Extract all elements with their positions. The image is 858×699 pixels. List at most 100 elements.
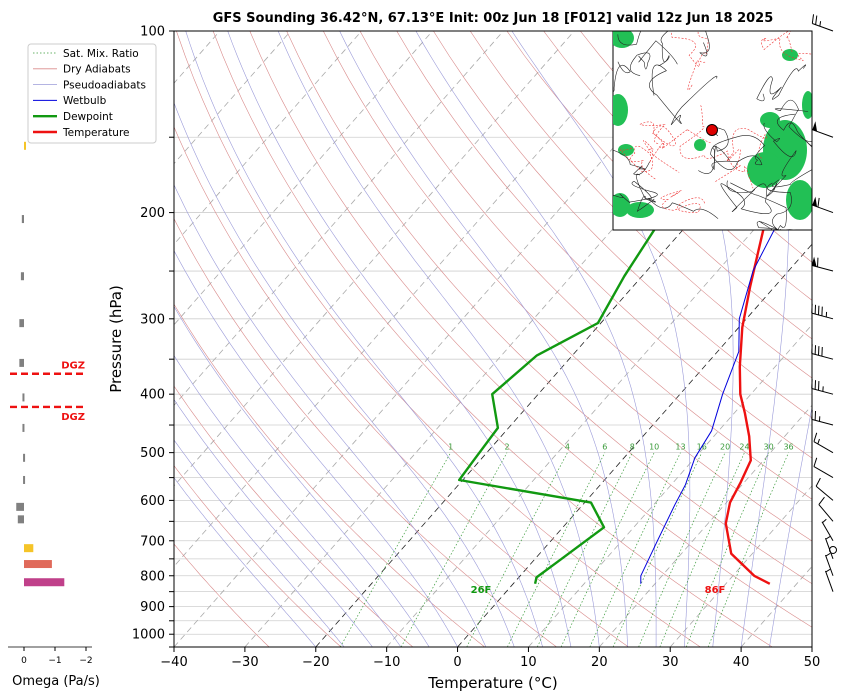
y-tick-label: 100 [140,25,165,40]
pseudoadiabat [174,477,317,647]
mixing-ratio-label: 36 [783,443,793,452]
wind-barb [811,379,834,395]
dry-adiabat [396,31,812,459]
y-tick-label: 700 [140,534,165,549]
legend-entry: Dry Adiabats [63,64,131,76]
omega-bar [24,560,52,569]
isotherm [174,31,504,406]
map-contour [613,173,658,203]
barb-half [825,568,831,573]
map-contour [774,99,812,147]
map-contour [761,31,812,61]
pseudoadiabat [174,354,402,647]
wind-barb [811,344,834,360]
omega-bar [23,475,26,484]
omega-panel: 0 −1 −2 [8,141,93,666]
dry-adiabat [286,31,812,585]
barb-half [819,21,822,27]
dry-adiabat [174,543,270,647]
omega-bar [24,544,34,553]
isotherm [174,31,575,487]
wind-barb [811,303,834,320]
omega-tick-label: 0 [21,656,27,666]
barb-half [817,438,820,445]
legend-entry: Pseudoadiabats [63,79,146,91]
mixing-ratio-label: 13 [675,443,685,452]
dry-adiabat [249,31,812,628]
barb-full [815,15,818,25]
x-tick-label: 0 [453,655,461,670]
legend-entry: Temperature [62,127,130,139]
dry-adiabat [176,31,701,647]
dry-adiabat [174,218,557,647]
wind-barb [811,14,834,32]
dry-adiabat [174,126,629,647]
isotherm [457,243,812,647]
wind-barb [818,496,834,522]
mixing-ratio-label: 2 [504,443,509,452]
isotherm [174,31,433,326]
omega-bar [24,578,65,587]
dry-adiabat [543,31,812,301]
map-contour [617,31,647,46]
barb-staff [812,23,834,32]
map-contour [713,128,768,183]
barb-staff [825,570,834,592]
wind-barb [825,552,834,576]
mixing-ratio-label: 30 [763,443,773,452]
map-contour [671,31,700,91]
pseudoadiabat [227,31,572,647]
dry-adiabat [837,31,858,647]
omega-tick-label: −2 [79,656,92,666]
x-tick-label: −20 [302,655,329,670]
inset-map [612,30,813,231]
x-tick-label: 10 [520,655,537,670]
map-contour [619,145,656,180]
wind-barb [825,568,834,592]
wind-barb [812,196,834,214]
barb-staff [812,129,834,138]
omega-axis-label: Omega (Pa/s) [12,674,100,689]
x-tick-label: 40 [733,655,750,670]
map-contour [630,40,678,76]
y-tick-label: 900 [140,600,165,615]
map-contour [658,31,710,67]
barb-half [825,552,831,557]
barb-full [811,14,815,24]
x-tick-label: −10 [373,655,400,670]
y-tick-label: 1000 [132,628,165,643]
precip-area [802,91,812,119]
pseudoadiabat [740,31,790,647]
mixing-ratio-label: 10 [649,443,659,452]
y-tick-label: 600 [140,494,165,509]
omega-bar [21,215,24,224]
dry-adiabat [433,31,812,419]
precip-area [626,202,654,218]
dgz-markers: DGZ DGZ [10,361,86,423]
x-tick-label: 20 [591,655,608,670]
barb-flag [812,196,818,207]
y-tick-label: 500 [140,446,165,461]
mixing-ratio-line [659,452,745,647]
mixing-ratio-line [707,452,789,647]
barb-staff [825,554,834,576]
precip-area [694,139,706,151]
omega-bar [19,358,24,367]
pseudoadiabat [511,31,691,647]
map-contour [697,31,709,63]
wind-barb [811,410,834,426]
map-contour [710,126,738,171]
map-contour [613,149,650,176]
pseudoadiabat [174,101,515,647]
barb-staff [818,504,834,522]
map-contour [660,190,705,214]
dry-adiabat [359,31,812,500]
wind-barb [825,536,834,560]
barb-flag [812,121,818,132]
mixing-ratio-label: 1 [448,443,453,452]
wind-barb [811,256,834,272]
plot-frame [173,30,813,648]
y-tick-label: 200 [140,206,165,221]
barb-staff [811,418,834,426]
